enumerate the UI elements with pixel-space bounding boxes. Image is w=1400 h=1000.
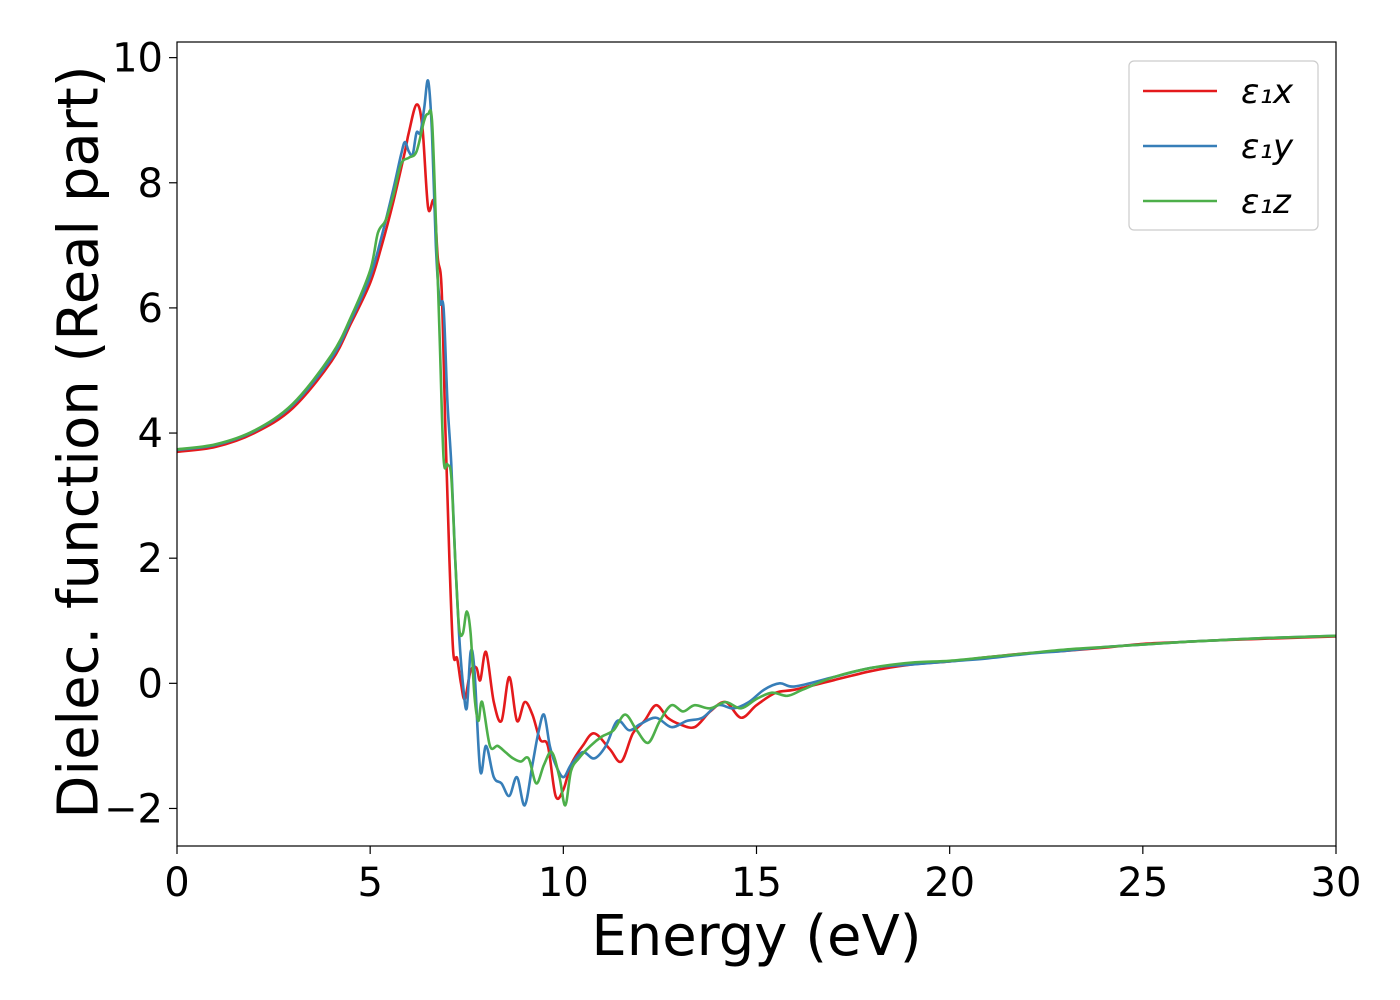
y-tick-label: 2: [138, 536, 163, 582]
y-tick-label: 6: [138, 286, 163, 332]
y-tick-label: 8: [138, 161, 163, 207]
x-tick-label: 0: [164, 860, 189, 906]
x-tick-label: 25: [1117, 860, 1168, 906]
y-tick-label: 10: [112, 36, 163, 82]
series-layer: [177, 79, 1336, 807]
x-tick-label: 15: [731, 860, 782, 906]
y-axis-label: Dielec. function (Real part): [47, 65, 112, 818]
y-tick-label: 0: [138, 661, 163, 707]
legend-label: ε₁y: [1241, 127, 1294, 167]
legend: ε₁x ε₁y ε₁z: [1128, 60, 1319, 231]
x-axis-label: Energy (eV): [591, 904, 921, 969]
x-tick-label: 10: [538, 860, 589, 906]
legend-label: ε₁z: [1241, 182, 1292, 222]
legend-label: ε₁x: [1241, 72, 1294, 112]
y-tick-label: −2: [104, 786, 163, 832]
y-tick-label: 4: [138, 411, 163, 457]
series-line-2: [177, 109, 1336, 807]
x-axis: 0 5 10 15 20 25 30: [164, 846, 1361, 906]
legend-box: [1128, 60, 1319, 231]
y-axis: −2 0 2 4 6 8 10: [104, 36, 177, 832]
x-tick-label: 5: [357, 860, 382, 906]
x-tick-label: 20: [924, 860, 975, 906]
x-tick-label: 30: [1311, 860, 1362, 906]
